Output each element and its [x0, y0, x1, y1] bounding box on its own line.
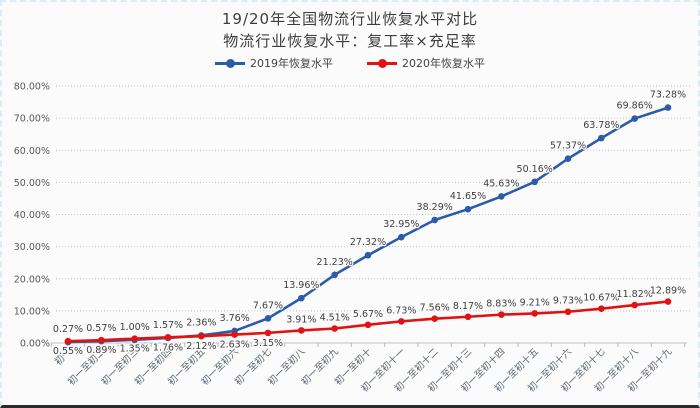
data-point-2019: [431, 216, 438, 224]
legend-line-marker-2020-icon: [367, 58, 397, 68]
data-point-2020: [98, 336, 105, 344]
data-label-2020: 1.35%: [120, 344, 150, 355]
data-label-2020: 10.67%: [583, 293, 619, 304]
legend-item-2020: 2020年恢复水平: [367, 55, 485, 71]
data-point-2020: [431, 315, 438, 323]
data-point-2020: [231, 331, 238, 338]
data-label-2020: 0.89%: [86, 345, 116, 356]
data-label-2019: 41.65%: [450, 191, 486, 202]
data-point-2020: [164, 334, 172, 341]
data-labels-2019: 0.27% 0.57% 1.00% 1.57% 2.36% 3.76%7.67%13.96…: [52, 88, 688, 336]
data-label-2019: 7.67%: [253, 300, 283, 311]
data-point-2020: [464, 313, 472, 321]
legend-item-2019: 2019年恢复水平: [215, 55, 333, 71]
y-axis-label: 70.00%: [14, 114, 50, 125]
y-axis-label: 20.00%: [14, 274, 50, 285]
legend-label-2019: 2019年恢复水平: [250, 57, 333, 70]
chart-title: 19/20年全国物流行业恢复水平对比: [221, 10, 479, 28]
data-label-2019: 21.23%: [317, 257, 353, 268]
data-point-2020: [64, 337, 72, 345]
data-point-2020: [598, 305, 605, 313]
legend-line-marker-2019-icon: [215, 58, 245, 68]
data-point-2019: [631, 115, 638, 122]
data-label-2020: 3.91%: [286, 314, 316, 325]
data-point-2020: [364, 321, 372, 329]
data-label-2020: 0.55%: [53, 346, 83, 357]
y-axis-label: 10.00%: [14, 306, 50, 317]
data-label-2019: 69.86%: [617, 101, 653, 112]
data-point-2020: [131, 335, 138, 342]
data-label-2020: 2.63%: [220, 340, 250, 351]
data-label-2019: 50.16%: [517, 164, 553, 175]
data-point-2019: [664, 104, 672, 111]
data-label-2019: 45.63%: [483, 178, 519, 189]
data-label-2020: 6.73%: [386, 305, 416, 316]
data-label-2019: 38.29%: [417, 202, 453, 213]
data-point-2019: [564, 155, 572, 162]
data-label-2020: 11.82%: [617, 289, 653, 300]
legend: 2019年恢复水平 2020年恢复水平: [2, 54, 698, 72]
data-point-2020: [564, 308, 572, 316]
y-axis-label: 40.00%: [14, 210, 50, 221]
data-label-2019: 57.37%: [550, 141, 586, 152]
data-label-2020: 3.15%: [253, 338, 283, 349]
data-label-2020: 9.73%: [553, 296, 583, 307]
data-point-2019: [464, 205, 472, 213]
data-label-2020: 8.17%: [453, 301, 483, 312]
data-point-2019: [364, 251, 372, 259]
legend-label-2020: 2020年恢复水平: [402, 57, 485, 70]
data-point-2020: [631, 301, 638, 309]
data-point-2019: [598, 134, 605, 142]
data-label-2020: 2.12%: [186, 341, 216, 352]
data-point-2019: [298, 294, 305, 302]
data-label-2019: 73.28%: [650, 90, 686, 101]
data-point-2020: [264, 329, 272, 337]
data-point-2019: [264, 315, 272, 322]
data-label-2019: 1.00%: [120, 322, 150, 333]
y-axis-label: 60.00%: [14, 146, 50, 157]
data-point-2019: [398, 233, 405, 241]
data-label-2019: 1.57%: [153, 320, 183, 331]
data-point-2020: [398, 318, 405, 325]
data-point-2019: [331, 271, 338, 279]
y-axis-label: 80.00%: [14, 82, 50, 93]
data-point-2020: [298, 327, 305, 334]
data-point-2020: [664, 298, 672, 305]
data-label-2020: 8.83%: [486, 299, 516, 310]
data-label-2020: 9.21%: [520, 297, 550, 308]
y-axis-label: 30.00%: [14, 242, 50, 253]
chart-subtitle: 物流行业恢复水平：复工率×充足率: [223, 32, 477, 50]
x-axis-ticks: [50, 343, 686, 347]
data-label-2019: 27.32%: [350, 237, 386, 248]
data-point-2019: [498, 193, 505, 200]
data-label-2019: 0.27%: [53, 324, 83, 335]
y-axis-label: 50.00%: [14, 178, 50, 189]
data-labels-2020: 0.55% 0.89% 1.35% 1.76% 2.12% 2.63% 3.15% 3.91%…: [52, 284, 688, 358]
data-label-2019: 2.36%: [186, 317, 216, 328]
data-point-2019: [531, 178, 538, 186]
data-label-2020: 12.89%: [650, 286, 686, 297]
data-label-2019: 63.78%: [583, 120, 619, 131]
y-axis-label: 0.00%: [20, 339, 50, 350]
data-label-2019: 32.95%: [383, 219, 419, 230]
data-point-2020: [198, 332, 205, 340]
gridlines: [51, 85, 692, 344]
data-point-2020: [331, 325, 338, 332]
data-point-2020: [498, 311, 505, 318]
data-label-2019: 13.96%: [283, 280, 319, 291]
data-label-2020: 4.51%: [320, 313, 350, 324]
data-point-2020: [531, 310, 538, 317]
data-label-2020: 7.56%: [420, 303, 450, 314]
series-2020年恢复水平: [64, 298, 672, 345]
plot-area: 0.00% 10.00% 20.00% 30.00% 40.00% 50.00% 60.00…: [14, 82, 692, 394]
data-label-2020: 1.76%: [153, 342, 183, 353]
data-label-2019: 3.76%: [220, 313, 250, 324]
data-label-2020: 5.67%: [353, 309, 383, 320]
data-label-2019: 0.57%: [86, 323, 116, 334]
